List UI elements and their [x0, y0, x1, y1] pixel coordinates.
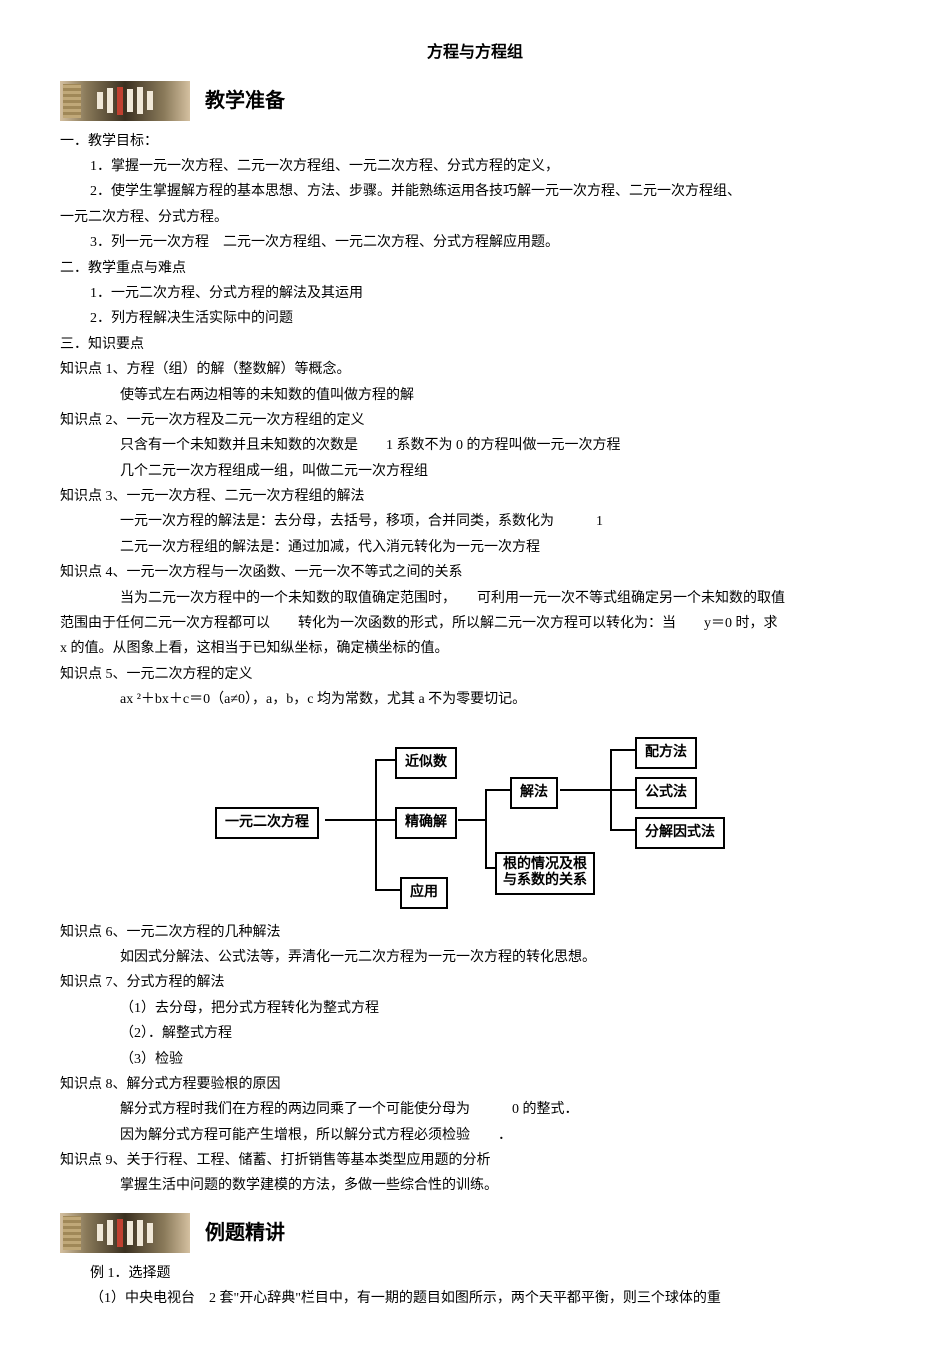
knowledge-title: 知识点 3、一元一次方程、二元一次方程组的解法 [60, 486, 890, 508]
text: 如因式分解法、公式法等，弄清化一元二次方程为一元一次方程的转化思想。 [60, 947, 890, 969]
section-header-2: 例题精讲 [60, 1213, 890, 1253]
text: （3）检验 [60, 1049, 890, 1071]
text: 使等式左右两边相等的未知数的值叫做方程的解 [60, 385, 890, 407]
diagram-node-m3: 分解因式法 [635, 817, 725, 849]
text: 1．一元二次方程、分式方程的解法及其运用 [60, 283, 890, 305]
knowledge-title: 知识点 4、一元一次方程与一次函数、一元一次不等式之间的关系 [60, 562, 890, 584]
text: 二元一次方程组的解法是：通过加减，代入消元转化为一元一次方程 [60, 537, 890, 559]
heading-objectives: 一．教学目标： [60, 131, 890, 153]
diagram-node-approx: 近似数 [395, 747, 457, 779]
diagram-node-m2: 公式法 [635, 777, 697, 809]
knowledge-title: 知识点 5、一元二次方程的定义 [60, 664, 890, 686]
knowledge-title: 知识点 9、关于行程、工程、储蓄、打折销售等基本类型应用题的分析 [60, 1150, 890, 1172]
text: 一元二次方程、分式方程。 [60, 207, 890, 229]
text: （2）．解整式方程 [60, 1023, 890, 1045]
text: 掌握生活中问题的数学建模的方法，多做一些综合性的训练。 [60, 1175, 890, 1197]
example-question: （1）中央电视台 2 套"开心辞典"栏目中，有一期的题目如图所示，两个天平都平衡… [60, 1288, 890, 1310]
section-logo-icon [60, 1213, 190, 1253]
knowledge-title: 知识点 1、方程（组）的解（整数解）等概念。 [60, 359, 890, 381]
text: （1）去分母，把分式方程转化为整式方程 [60, 998, 890, 1020]
heading-focus: 二．教学重点与难点 [60, 258, 890, 280]
text: 范围由于任何二元一次方程都可以 转化为一次函数的形式，所以解二元一次方程可以转化… [60, 613, 890, 635]
text: 1．掌握一元一次方程、二元一次方程组、一元二次方程、分式方程的定义， [60, 156, 890, 178]
knowledge-title: 知识点 8、解分式方程要验根的原因 [60, 1074, 890, 1096]
text: 2．使学生掌握解方程的基本思想、方法、步骤。并能熟练运用各技巧解一元一次方程、二… [60, 181, 890, 203]
concept-diagram: 一元二次方程 近似数 精确解 应用 解法 根的情况及根与系数的关系 配方法 公式… [215, 727, 735, 907]
section-title-2: 例题精讲 [205, 1217, 285, 1249]
text: 3．列一元一次方程 二元一次方程组、一元二次方程、分式方程解应用题。 [60, 232, 890, 254]
text: 2．列方程解决生活实际中的问题 [60, 308, 890, 330]
text: 只含有一个未知数并且未知数的次数是 1 系数不为 0 的方程叫做一元一次方程 [60, 435, 890, 457]
diagram-node-solve: 解法 [510, 777, 558, 809]
diagram-node-main: 一元二次方程 [215, 807, 319, 839]
diagram-node-roots: 根的情况及根与系数的关系 [495, 852, 595, 896]
section-header-1: 教学准备 [60, 81, 890, 121]
text: 因为解分式方程可能产生增根，所以解分式方程必须检验 ． [60, 1125, 890, 1147]
text: 解分式方程时我们在方程的两边同乘了一个可能使分母为 0 的整式． [60, 1099, 890, 1121]
diagram-node-m1: 配方法 [635, 737, 697, 769]
example-label: 例 1．选择题 [60, 1263, 890, 1285]
text: 几个二元一次方程组成一组，叫做二元一次方程组 [60, 461, 890, 483]
text: 当为二元一次方程中的一个未知数的取值确定范围时， 可利用一元一次不等式组确定另一… [60, 588, 890, 610]
section-logo-icon [60, 81, 190, 121]
knowledge-title: 知识点 2、一元一次方程及二元一次方程组的定义 [60, 410, 890, 432]
text: ax ²＋bx＋c＝0（a≠0），a，b，c 均为常数，尤其 a 不为零要切记。 [60, 689, 890, 711]
knowledge-title: 知识点 6、一元二次方程的几种解法 [60, 922, 890, 944]
heading-knowledge: 三．知识要点 [60, 334, 890, 356]
section-title-1: 教学准备 [205, 85, 285, 117]
diagram-node-app: 应用 [400, 877, 448, 909]
text: 一元一次方程的解法是：去分母，去括号，移项，合并同类，系数化为 1 [60, 511, 890, 533]
knowledge-title: 知识点 7、分式方程的解法 [60, 972, 890, 994]
page-title: 方程与方程组 [60, 40, 890, 66]
diagram-node-exact: 精确解 [395, 807, 457, 839]
text: x 的值。从图象上看，这相当于已知纵坐标，确定横坐标的值。 [60, 638, 890, 660]
